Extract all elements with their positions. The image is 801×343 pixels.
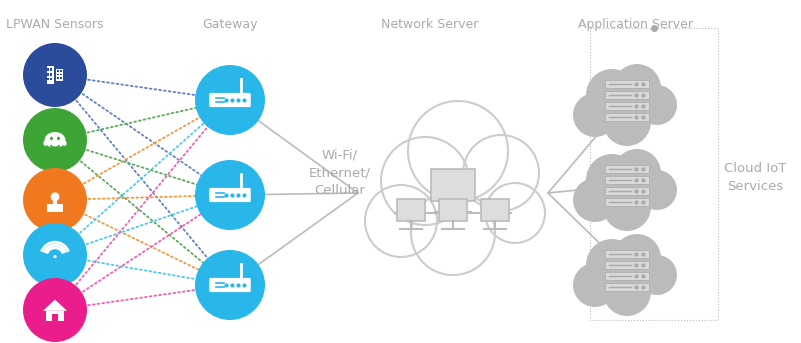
Ellipse shape <box>23 108 87 172</box>
FancyBboxPatch shape <box>47 203 63 212</box>
Text: Wi-Fi/
Ethernet/
Cellular: Wi-Fi/ Ethernet/ Cellular <box>309 148 371 197</box>
FancyBboxPatch shape <box>56 69 63 81</box>
Ellipse shape <box>195 65 265 135</box>
Ellipse shape <box>586 69 638 121</box>
FancyBboxPatch shape <box>605 113 649 120</box>
Text: Network Server: Network Server <box>381 18 479 31</box>
FancyBboxPatch shape <box>59 77 62 79</box>
Ellipse shape <box>603 98 651 146</box>
FancyBboxPatch shape <box>57 74 58 75</box>
Ellipse shape <box>637 255 677 295</box>
Ellipse shape <box>613 64 661 112</box>
Ellipse shape <box>485 183 545 243</box>
Ellipse shape <box>573 93 617 137</box>
FancyBboxPatch shape <box>605 260 649 269</box>
FancyBboxPatch shape <box>605 176 649 184</box>
Ellipse shape <box>463 135 539 211</box>
Ellipse shape <box>23 43 87 107</box>
FancyBboxPatch shape <box>605 165 649 173</box>
Ellipse shape <box>637 170 677 210</box>
FancyBboxPatch shape <box>50 78 52 80</box>
Ellipse shape <box>586 239 638 291</box>
Ellipse shape <box>195 250 265 320</box>
Ellipse shape <box>23 278 87 342</box>
FancyBboxPatch shape <box>605 102 649 109</box>
Ellipse shape <box>613 149 661 197</box>
FancyBboxPatch shape <box>439 199 467 221</box>
FancyBboxPatch shape <box>59 74 62 75</box>
FancyBboxPatch shape <box>50 73 52 75</box>
Ellipse shape <box>62 140 66 146</box>
FancyBboxPatch shape <box>57 77 58 79</box>
FancyBboxPatch shape <box>47 68 49 71</box>
Polygon shape <box>43 299 67 311</box>
FancyBboxPatch shape <box>605 91 649 98</box>
FancyBboxPatch shape <box>209 278 251 292</box>
Ellipse shape <box>57 137 60 140</box>
FancyBboxPatch shape <box>52 315 58 321</box>
FancyBboxPatch shape <box>50 68 52 71</box>
Ellipse shape <box>613 234 661 282</box>
Text: Cloud IoT
Services: Cloud IoT Services <box>724 163 787 193</box>
FancyBboxPatch shape <box>46 66 54 84</box>
Text: Gateway: Gateway <box>202 18 258 31</box>
FancyBboxPatch shape <box>605 283 649 291</box>
Ellipse shape <box>195 160 265 230</box>
FancyBboxPatch shape <box>605 187 649 194</box>
Ellipse shape <box>637 85 677 125</box>
Ellipse shape <box>603 268 651 316</box>
FancyBboxPatch shape <box>605 249 649 258</box>
Ellipse shape <box>603 183 651 231</box>
Ellipse shape <box>50 192 59 201</box>
Text: Application Server: Application Server <box>578 18 693 31</box>
FancyBboxPatch shape <box>605 272 649 280</box>
Ellipse shape <box>23 168 87 232</box>
FancyBboxPatch shape <box>431 169 475 201</box>
FancyBboxPatch shape <box>209 93 251 107</box>
Ellipse shape <box>23 223 87 287</box>
FancyBboxPatch shape <box>481 199 509 221</box>
FancyBboxPatch shape <box>47 73 49 75</box>
Ellipse shape <box>365 185 437 257</box>
Ellipse shape <box>408 101 508 201</box>
FancyBboxPatch shape <box>397 199 425 221</box>
Text: LPWAN Sensors: LPWAN Sensors <box>6 18 104 31</box>
FancyBboxPatch shape <box>47 78 49 80</box>
Ellipse shape <box>43 140 47 146</box>
FancyBboxPatch shape <box>605 80 649 87</box>
FancyBboxPatch shape <box>209 188 251 202</box>
FancyBboxPatch shape <box>605 198 649 205</box>
Ellipse shape <box>50 137 53 140</box>
FancyBboxPatch shape <box>59 70 62 72</box>
Ellipse shape <box>573 263 617 307</box>
Ellipse shape <box>411 191 495 275</box>
Ellipse shape <box>381 137 469 225</box>
FancyBboxPatch shape <box>57 70 58 72</box>
Ellipse shape <box>586 154 638 206</box>
Ellipse shape <box>54 255 57 258</box>
FancyBboxPatch shape <box>46 311 64 321</box>
Ellipse shape <box>45 132 66 148</box>
Ellipse shape <box>573 178 617 222</box>
